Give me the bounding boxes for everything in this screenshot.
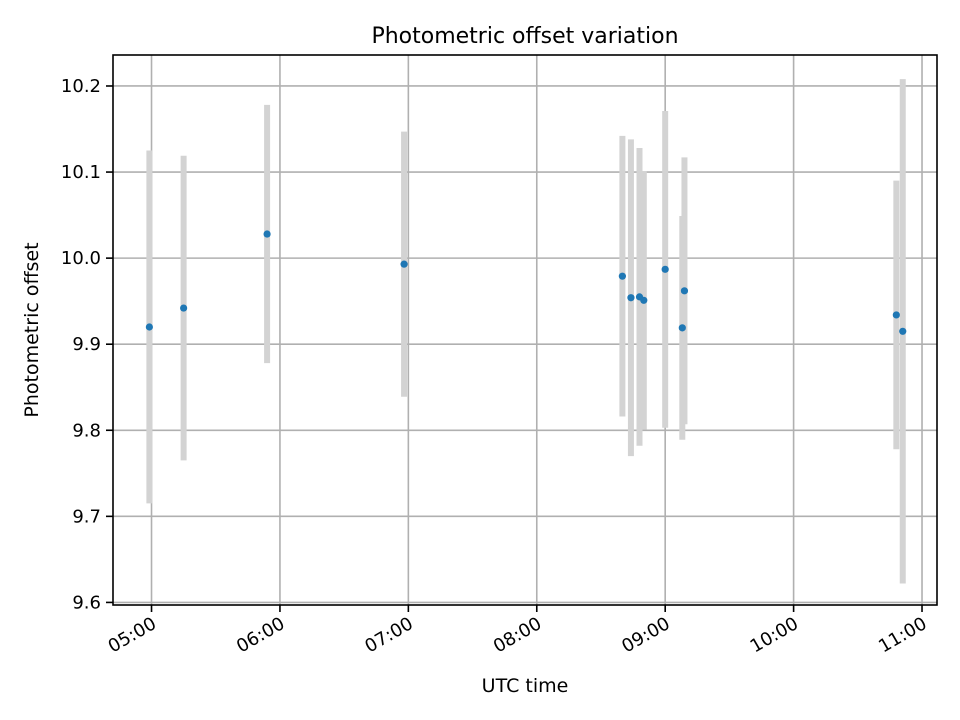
data-point <box>661 265 669 273</box>
x-tick-label: 08:00 <box>490 613 545 657</box>
data-point <box>627 294 635 302</box>
data-point <box>400 260 408 268</box>
data-point <box>892 311 900 319</box>
y-tick-label: 10.1 <box>61 162 101 183</box>
x-tick-label: 09:00 <box>618 613 673 657</box>
data-points <box>145 230 907 335</box>
data-point <box>180 304 188 312</box>
data-point <box>263 230 271 238</box>
data-point <box>678 324 686 332</box>
x-tick-label: 11:00 <box>875 613 930 657</box>
y-axis-label: Photometric offset <box>21 242 43 417</box>
axis-ticks: 05:00 06:00 07:00 08:00 09:00 10:00 11:00 9.6 9.… <box>61 76 931 657</box>
y-tick-label: 9.8 <box>72 420 101 441</box>
plot-frame <box>112 54 938 606</box>
y-tick-label: 9.6 <box>72 592 101 613</box>
data-point <box>640 296 648 304</box>
error-bars <box>146 79 906 584</box>
y-tick-label: 10.2 <box>61 76 101 97</box>
data-point <box>618 272 626 280</box>
y-tick-label: 9.7 <box>72 506 101 527</box>
grid <box>113 55 937 605</box>
data-point <box>899 327 907 335</box>
data-point <box>680 287 689 295</box>
chart-title: Photometric offset variation <box>371 24 678 49</box>
x-axis-label: UTC time <box>482 675 569 697</box>
y-tick-label: 9.9 <box>72 334 101 355</box>
x-tick-label: 10:00 <box>747 613 802 657</box>
x-tick-label: 05:00 <box>105 613 160 657</box>
data-point <box>145 323 153 331</box>
x-tick-label: 06:00 <box>233 613 288 657</box>
y-tick-label: 10.0 <box>61 248 101 269</box>
x-tick-label: 07:00 <box>361 613 416 657</box>
